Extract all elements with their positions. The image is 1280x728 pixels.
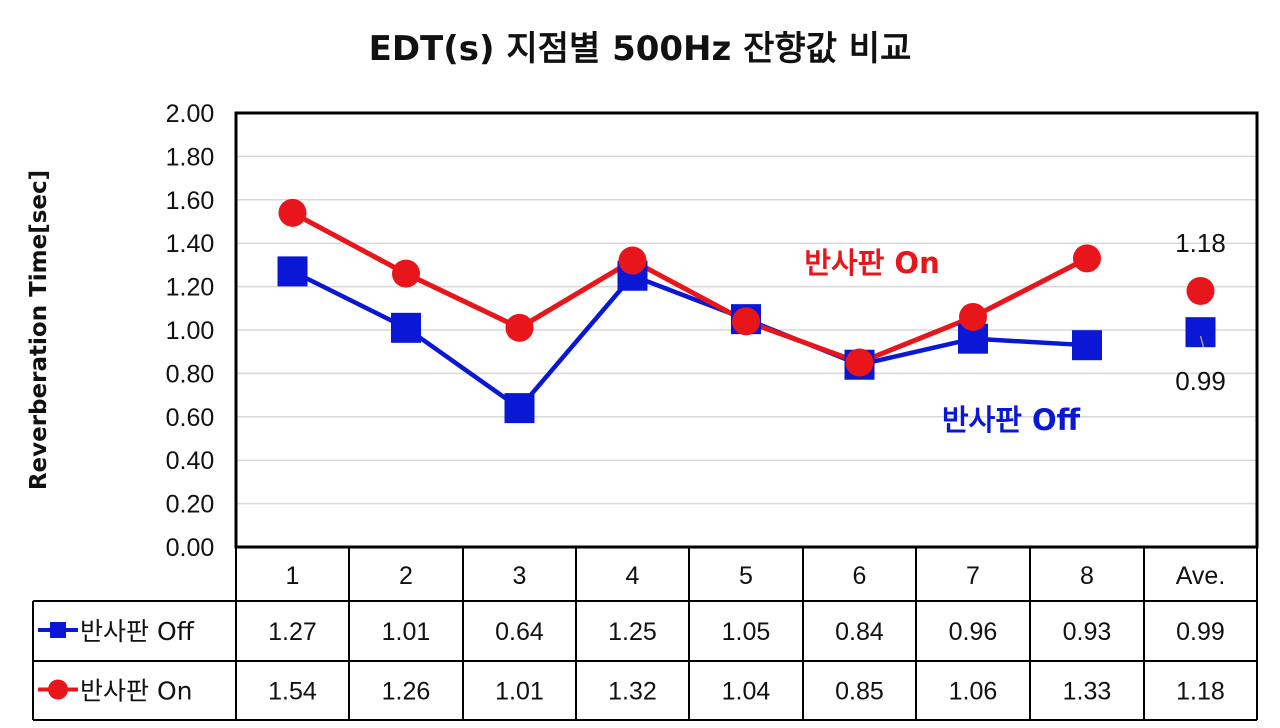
on-series-point [392,259,420,288]
data-table-value: 1.04 [722,678,771,706]
data-table-value: 0.85 [835,678,884,706]
legend-key-square [50,622,66,638]
data-table-value: 1.18 [1176,678,1225,706]
y-tick-label: 1.00 [166,317,215,345]
data-table-value: 1.06 [949,678,998,706]
data-table-value: 0.84 [835,618,884,646]
data-table-value: 1.33 [1063,678,1112,706]
y-axis-label: Reverberation Time[sec] [26,170,52,490]
on-series-point [1073,244,1101,273]
series-lines [291,210,1089,411]
off-series-point [277,256,308,287]
chart-title: EDT(s) 지점별 500Hz 잔향값 비교 [369,29,912,69]
data-table-value: 1.27 [268,618,317,646]
series-line [291,210,1089,366]
data-table-value: 0.93 [1063,618,1112,646]
off-series-point [504,393,535,424]
y-tick-label: 0.80 [166,360,215,388]
data-table-value: 1.54 [268,678,317,706]
on-series-point [959,302,987,331]
series-label-on: 반사판 On [804,246,939,280]
series-label-off: 반사판 Off [942,403,1081,437]
category-label: 4 [626,562,640,590]
data-table-value: 0.64 [495,618,544,646]
avg-on-label: 1.18 [1175,228,1226,258]
avg-off-label: 0.99 [1175,366,1226,396]
off-series-point [391,312,421,343]
y-tick-label: 1.60 [166,187,215,215]
y-tick-label: 0.20 [166,491,215,519]
off-series-point [1072,330,1102,361]
category-label: 1 [286,562,300,590]
annotations: 반사판 On 반사판 Off 1.18 0.99 [804,228,1226,437]
series-line [291,269,1088,411]
y-tick-label: 1.80 [166,143,215,171]
data-table-value: 1.01 [382,618,431,646]
y-tick-labels: 0.00 0.20 0.40 0.60 0.80 1.00 1.20 1.40 1.60 1.80… [166,100,215,562]
category-label: 6 [853,562,867,590]
y-tick-label: 0.60 [166,404,215,432]
y-tick-label: 0.00 [166,534,215,562]
avg-off-leader-line [1199,335,1205,348]
on-series-point [505,313,534,342]
y-tick-label: 0.40 [166,447,215,475]
off-series-point [1185,317,1216,348]
category-label: 3 [513,562,527,590]
legend-series-name: 반사판 Off [80,617,195,646]
data-table-value: 1.25 [608,618,657,646]
data-table-value: 1.01 [495,678,544,706]
on-series-point [845,348,874,377]
category-label: Ave. [1176,562,1226,590]
data-table-value: 1.26 [382,678,431,706]
on-series-point [732,307,760,336]
data-table: 1 2 3 4 5 6 7 8 Ave. 반사판 Off 1.27 1.01 0.64 1.25 1.05 0… [32,546,1258,721]
data-table-value: 1.32 [608,678,657,706]
y-tick-label: 1.20 [166,274,215,302]
legend-key-circle [48,679,68,700]
series-markers [277,198,1216,424]
category-label: 5 [739,562,753,590]
category-label: 2 [399,562,413,590]
y-tick-label: 2.00 [166,100,215,128]
legend-series-name: 반사판 On [80,677,192,706]
y-tick-label: 1.40 [166,230,215,258]
on-series-point [618,246,647,275]
category-label: 8 [1080,562,1094,590]
data-table-value: 1.05 [722,618,771,646]
category-label: 7 [966,562,980,590]
data-table-value: 0.99 [1176,618,1225,646]
on-series-point [1186,276,1215,305]
data-table-value: 0.96 [949,618,998,646]
on-series-point [278,198,307,227]
